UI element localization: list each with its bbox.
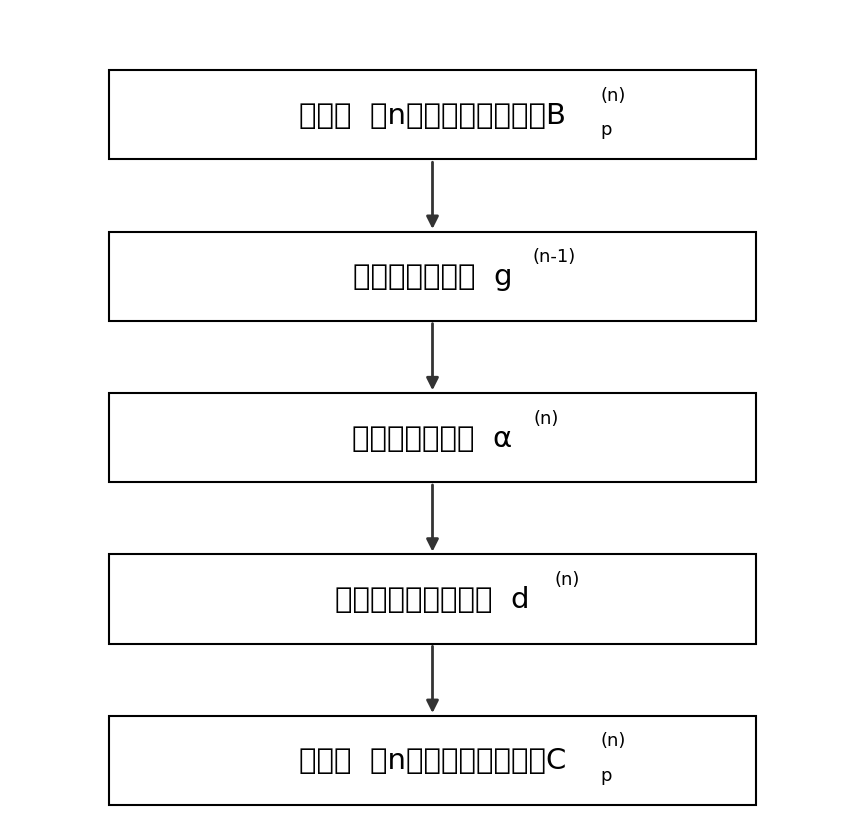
FancyArrowPatch shape — [427, 324, 438, 388]
Bar — [109, 555, 756, 643]
Text: (n): (n) — [600, 87, 625, 105]
Text: 计算加速因子：  α: 计算加速因子： α — [352, 424, 513, 452]
Bar — [109, 716, 756, 805]
FancyArrowPatch shape — [427, 163, 438, 227]
Text: 输出：  第n次迭代的预测结果C: 输出： 第n次迭代的预测结果C — [298, 747, 567, 774]
Text: p: p — [600, 766, 612, 784]
FancyArrowPatch shape — [427, 647, 438, 710]
Text: (n): (n) — [600, 732, 626, 749]
FancyArrowPatch shape — [427, 485, 438, 549]
Text: p: p — [600, 121, 612, 139]
Text: (n): (n) — [554, 571, 580, 589]
Text: (n-1): (n-1) — [533, 248, 576, 266]
Text: (n): (n) — [534, 409, 559, 428]
Bar — [109, 232, 756, 322]
Text: 输入：  第n次迭代的迭代结果B: 输入： 第n次迭代的迭代结果B — [299, 102, 566, 130]
Text: 计算加速梯度：  g: 计算加速梯度： g — [353, 263, 512, 291]
Bar — [109, 394, 756, 483]
Text: 计算加速方向向量：  d: 计算加速方向向量： d — [336, 586, 529, 614]
Bar — [109, 71, 756, 160]
